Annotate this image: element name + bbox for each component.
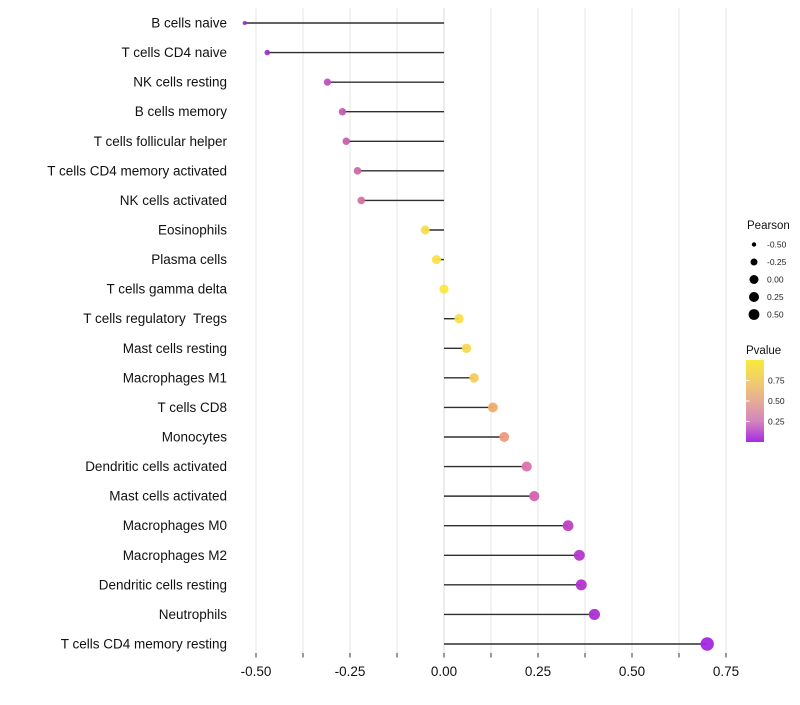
pvalue-tick-label: 0.50 (768, 396, 785, 406)
x-tick-label: 0.50 (619, 664, 645, 679)
color-legend-title: Pvalue (746, 345, 781, 357)
row-label: Macrophages M0 (123, 518, 227, 533)
size-legend-dot (749, 292, 759, 302)
data-point (700, 637, 714, 651)
row-label: Macrophages M1 (123, 370, 227, 385)
data-point (242, 21, 247, 25)
data-point (431, 255, 442, 265)
x-tick-label: 0.75 (713, 664, 739, 679)
row-label: Plasma cells (151, 252, 227, 267)
data-point (573, 549, 585, 561)
size-legend-title: Pearson (747, 220, 790, 232)
data-point (529, 490, 540, 502)
size-legend-dot (750, 258, 758, 266)
row-label: Mast cells activated (109, 489, 227, 504)
row-label: T cells follicular helper (94, 134, 228, 149)
size-legend-dot (748, 309, 760, 320)
data-point (588, 608, 601, 621)
row-label: T cells CD8 (157, 400, 227, 415)
data-point (487, 402, 498, 413)
row-label: B cells naive (151, 16, 227, 31)
size-legend-dot (751, 242, 757, 247)
row-label: T cells CD4 memory activated (47, 163, 227, 178)
row-label: B cells memory (135, 104, 228, 119)
row-label: T cells CD4 naive (121, 45, 227, 60)
data-point (499, 432, 510, 442)
row-label: Monocytes (162, 429, 228, 444)
data-point (521, 461, 532, 472)
data-point (420, 225, 430, 235)
row-label: T cells gamma delta (106, 282, 227, 297)
data-point (323, 78, 332, 86)
row-label: NK cells resting (133, 75, 227, 90)
size-legend-label: 0.00 (767, 275, 784, 285)
row-label: Macrophages M2 (123, 548, 227, 563)
data-point (562, 520, 574, 532)
size-legend-label: -0.50 (767, 240, 787, 250)
data-point (338, 108, 347, 116)
data-point (264, 49, 271, 56)
row-label: Neutrophils (159, 607, 228, 622)
x-tick-label: -0.50 (241, 664, 272, 679)
x-tick-label: 0.25 (525, 664, 551, 679)
pvalue-tick-label: 0.75 (768, 376, 785, 386)
size-legend-label: 0.25 (767, 292, 784, 302)
row-label: T cells CD4 memory resting (61, 636, 227, 651)
data-point (357, 196, 366, 205)
data-point (454, 314, 464, 324)
row-label: Mast cells resting (123, 341, 227, 356)
row-label: Dendritic cells resting (99, 577, 227, 592)
data-point (575, 579, 587, 591)
x-tick-label: -0.25 (335, 664, 366, 679)
data-point (353, 167, 362, 175)
pvalue-gradient-bar (746, 360, 764, 442)
data-point (469, 373, 479, 383)
data-point (461, 343, 472, 353)
size-legend-dot (749, 275, 759, 284)
row-label: Dendritic cells activated (85, 459, 227, 474)
row-label: T cells regulatory Tregs (83, 311, 227, 326)
data-point (439, 284, 449, 294)
size-legend-label: -0.25 (767, 257, 787, 267)
row-label: Eosinophils (158, 222, 227, 237)
data-point (342, 137, 350, 146)
row-label: NK cells activated (120, 193, 227, 208)
pvalue-tick-label: 0.25 (768, 417, 785, 427)
x-tick-label: 0.00 (431, 664, 457, 679)
size-legend-label: 0.50 (767, 310, 784, 320)
